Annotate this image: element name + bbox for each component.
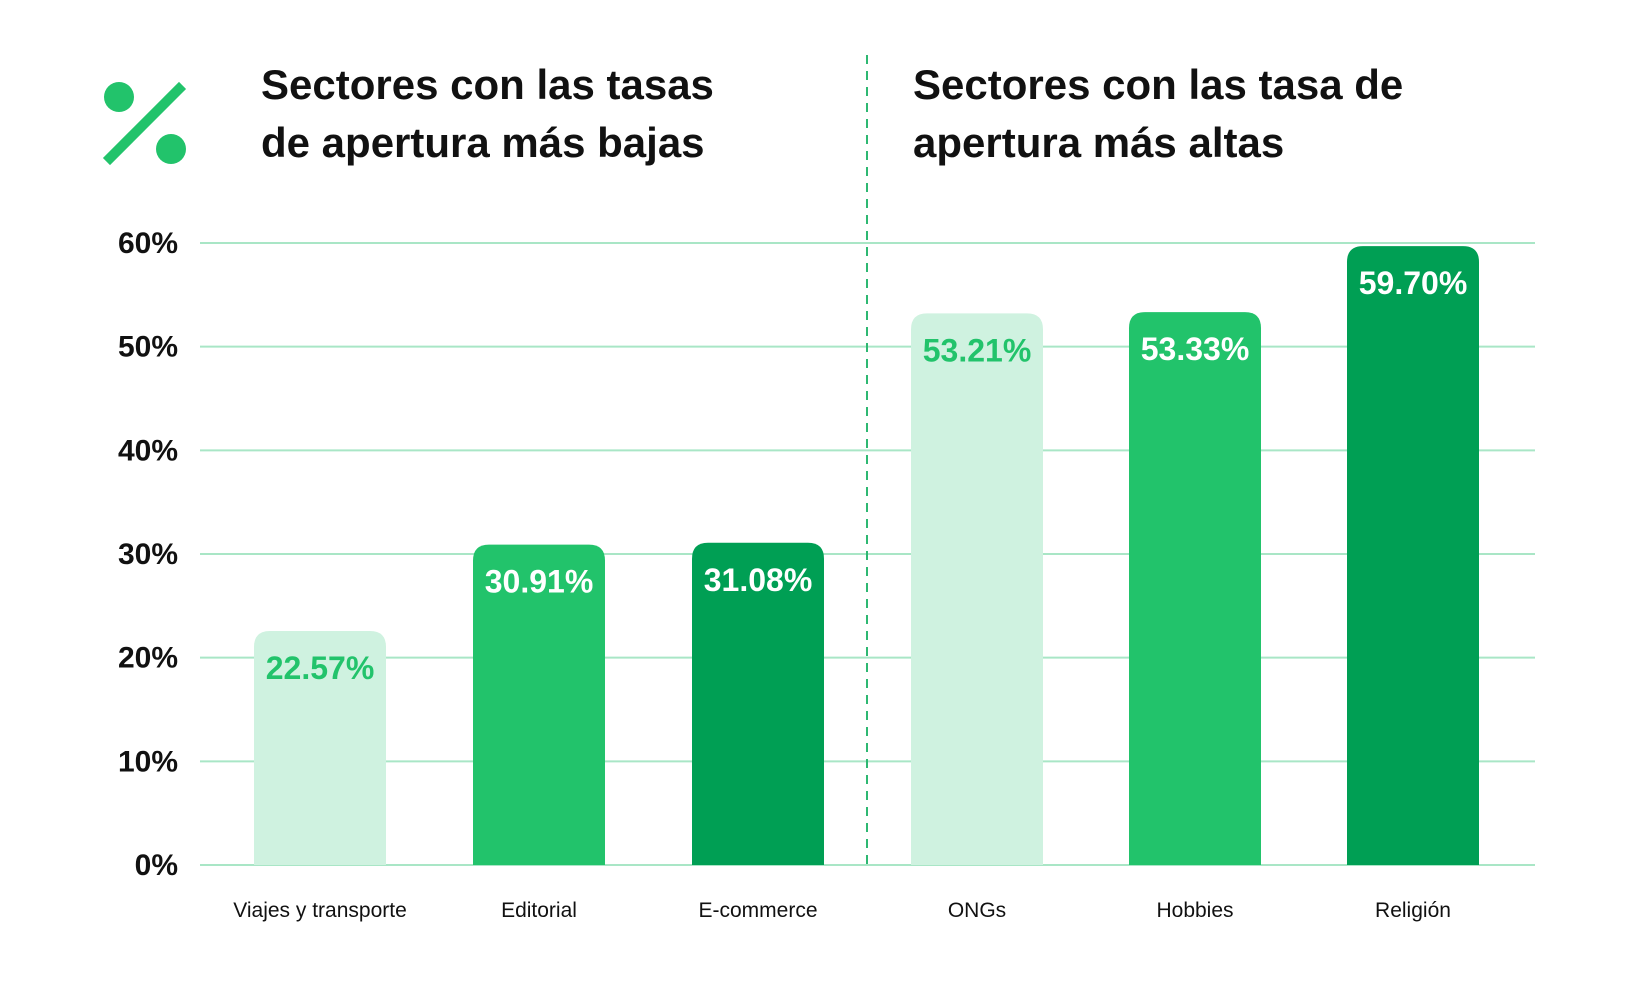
right-group-title-line-1: Sectores con las tasa de (913, 61, 1403, 108)
y-tick-label: 30% (118, 538, 178, 571)
x-axis: Viajes y transporte Editorial E-commerce ON… (233, 899, 1451, 922)
bar-value-label: 59.70% (1359, 265, 1468, 301)
left-group-title-line-1: Sectores con las tasas (261, 61, 714, 108)
bar-value-label: 53.33% (1141, 331, 1250, 367)
y-tick-label: 20% (118, 642, 178, 675)
y-tick-label: 40% (118, 434, 178, 467)
bars: 22.57% 30.91% 31.08% 53.21% 53.33% 59.70% (254, 246, 1479, 866)
right-group-title-line-2: apertura más altas (913, 119, 1284, 166)
y-axis: 0% 10% 20% 30% 40% 50% 60% (118, 227, 178, 882)
y-tick-label: 50% (118, 331, 178, 364)
y-tick-label: 10% (118, 745, 178, 778)
y-tick-label: 0% (135, 849, 178, 882)
bar (1129, 312, 1261, 866)
bar (911, 313, 1043, 866)
x-tick-label: Viajes y transporte (233, 899, 407, 922)
left-group-title-line-2: de apertura más bajas (261, 119, 705, 166)
x-tick-label: ONGs (948, 899, 1006, 922)
bar (1347, 246, 1479, 866)
bar (473, 544, 605, 865)
x-tick-label: E-commerce (698, 899, 817, 922)
bar-value-label: 53.21% (923, 332, 1032, 368)
y-tick-label: 60% (118, 227, 178, 260)
bar (254, 631, 386, 865)
bar-value-label: 31.08% (704, 562, 813, 598)
x-tick-label: Religión (1375, 899, 1451, 922)
bar-value-label: 22.57% (266, 650, 375, 686)
bar-value-label: 30.91% (485, 564, 594, 600)
percent-icon (102, 81, 187, 166)
x-tick-label: Hobbies (1156, 899, 1233, 922)
x-tick-label: Editorial (501, 899, 577, 922)
bar (692, 542, 824, 865)
